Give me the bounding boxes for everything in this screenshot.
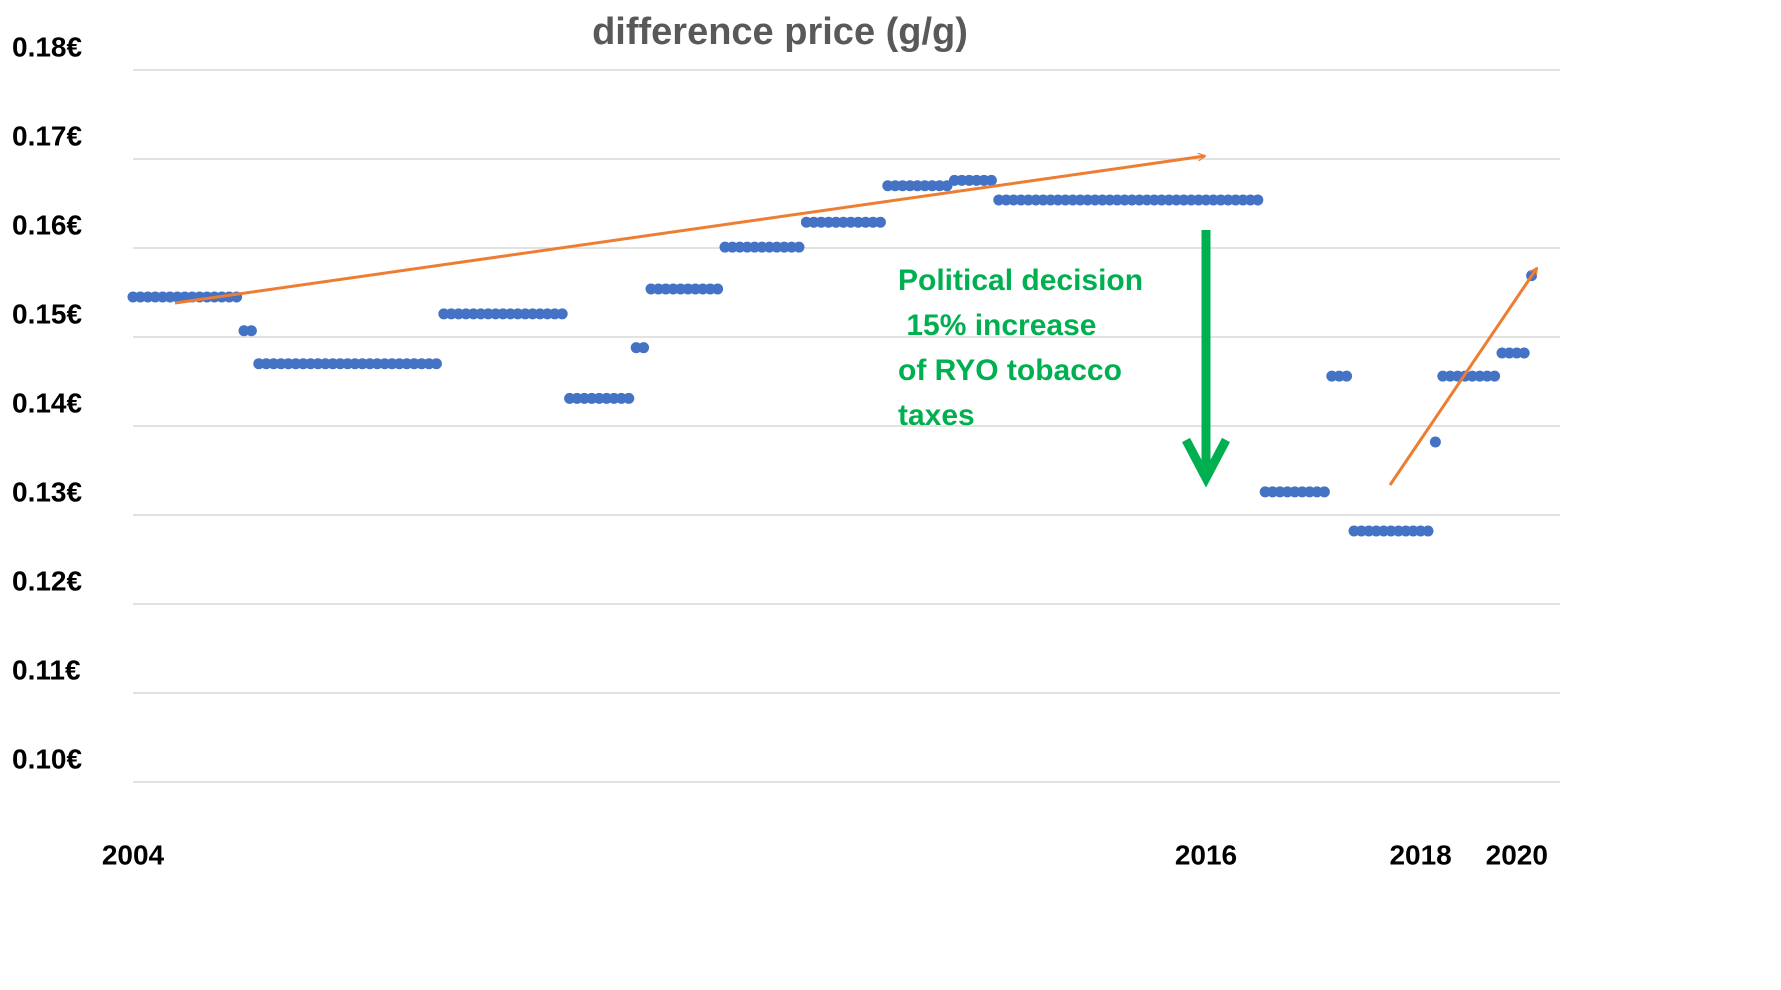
dot [1489, 370, 1501, 382]
dot [712, 283, 724, 295]
annotation: taxes [898, 399, 975, 432]
dot [638, 342, 650, 354]
grid [133, 69, 1560, 783]
y-tick-label: 0.13€ [12, 476, 82, 507]
dot [874, 216, 886, 228]
x-tick-label: 2018 [1389, 839, 1451, 870]
dot [1252, 194, 1264, 206]
dot [623, 392, 635, 404]
y-tick-label: 0.16€ [12, 209, 82, 240]
y-tick-label: 0.18€ [12, 31, 82, 62]
y-tick-label: 0.14€ [12, 387, 82, 418]
y-tick-label: 0.15€ [12, 298, 82, 329]
dot [1341, 370, 1353, 382]
x-tick-label: 2004 [102, 839, 165, 870]
y-tick-label: 0.17€ [12, 120, 82, 151]
dot [245, 325, 257, 337]
annotation: 15% increase [898, 309, 1096, 342]
y-tick-label: 0.11€ [12, 654, 81, 685]
dot [1422, 525, 1434, 537]
dot [1518, 347, 1530, 359]
trend-arrow [174, 156, 1205, 305]
decision-arrowhead [1182, 437, 1230, 488]
y-tick-label: 0.12€ [12, 565, 82, 596]
dot [430, 358, 442, 370]
chart-title: difference price (g/g) [592, 11, 968, 53]
trend-arrow [1388, 268, 1539, 486]
data-points [127, 174, 1538, 537]
dot [793, 241, 805, 253]
y-tick-label: 0.10€ [12, 743, 82, 774]
dot [985, 174, 997, 186]
x-tick-label: 2016 [1175, 839, 1237, 870]
annotation: Political decision [898, 264, 1143, 297]
x-tick-label: 2020 [1486, 839, 1548, 870]
dot [1318, 486, 1330, 498]
dot [556, 308, 568, 320]
annotation: of RYO tobacco [898, 354, 1122, 387]
dot [1429, 436, 1441, 448]
